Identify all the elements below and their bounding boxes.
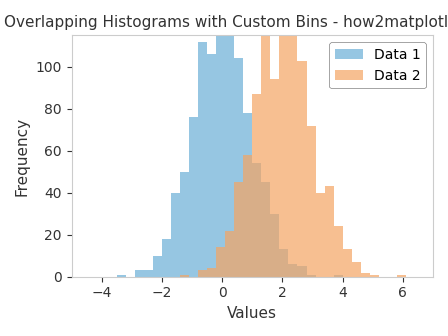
Bar: [207, 54, 216, 277]
Bar: [135, 270, 144, 277]
Bar: [234, 182, 243, 277]
Bar: [252, 94, 261, 277]
Bar: [153, 256, 162, 277]
Title: Overlapping Histograms with Custom Bins - how2matplotlib.com: Overlapping Histograms with Custom Bins …: [4, 15, 448, 30]
Bar: [306, 126, 315, 277]
Bar: [189, 117, 198, 277]
Bar: [234, 58, 243, 277]
Bar: [280, 249, 289, 277]
Bar: [397, 275, 406, 277]
Y-axis label: Frequency: Frequency: [15, 117, 30, 196]
Bar: [162, 239, 171, 277]
Bar: [325, 186, 334, 277]
Bar: [117, 275, 126, 277]
Bar: [243, 113, 252, 277]
Bar: [343, 249, 352, 277]
Bar: [198, 270, 207, 277]
Bar: [198, 42, 207, 277]
Bar: [352, 262, 361, 277]
Bar: [271, 79, 280, 277]
Bar: [297, 60, 306, 277]
Bar: [361, 272, 370, 277]
Bar: [334, 275, 343, 277]
Bar: [370, 275, 379, 277]
Bar: [289, 264, 297, 277]
Bar: [289, 27, 297, 277]
X-axis label: Values: Values: [227, 306, 277, 321]
Bar: [225, 230, 234, 277]
Legend: Data 1, Data 2: Data 1, Data 2: [329, 42, 426, 88]
Bar: [297, 266, 306, 277]
Bar: [216, 247, 225, 277]
Bar: [225, 12, 234, 277]
Bar: [261, 182, 271, 277]
Bar: [180, 172, 189, 277]
Bar: [334, 226, 343, 277]
Bar: [271, 214, 280, 277]
Bar: [315, 193, 325, 277]
Bar: [207, 268, 216, 277]
Bar: [216, 29, 225, 277]
Bar: [243, 155, 252, 277]
Bar: [261, 31, 271, 277]
Bar: [180, 275, 189, 277]
Bar: [252, 163, 261, 277]
Bar: [144, 270, 153, 277]
Bar: [171, 193, 180, 277]
Bar: [306, 275, 315, 277]
Bar: [280, 4, 289, 277]
